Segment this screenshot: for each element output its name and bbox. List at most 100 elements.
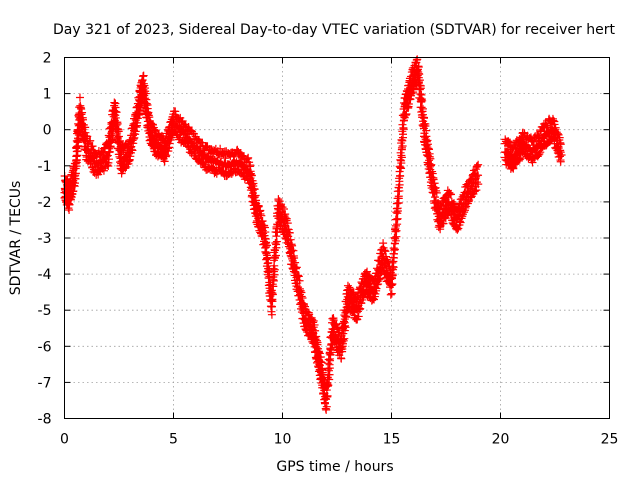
data-point <box>323 391 332 400</box>
data-point <box>388 258 397 267</box>
data-point <box>110 98 119 107</box>
x-tick-label: 0 <box>60 432 69 448</box>
data-point <box>99 166 108 175</box>
data-point <box>279 205 288 214</box>
x-tick-label: 25 <box>601 432 619 448</box>
data-point <box>247 171 256 180</box>
data-point <box>258 217 267 226</box>
data-point <box>387 289 396 298</box>
data-point <box>164 147 173 156</box>
data-point <box>78 108 87 117</box>
data-point <box>75 93 84 102</box>
data-point <box>262 241 271 250</box>
data-point <box>381 247 390 256</box>
data-point <box>445 188 454 197</box>
data-point <box>261 228 270 237</box>
data-point <box>112 108 121 117</box>
data-point <box>269 276 278 285</box>
data-point <box>474 171 483 180</box>
data-point <box>393 207 402 216</box>
data-point <box>272 237 281 246</box>
data-point <box>256 209 265 218</box>
data-point <box>296 286 305 295</box>
data-point <box>294 271 303 280</box>
data-point <box>398 142 407 151</box>
data-point <box>313 340 322 349</box>
data-point <box>104 155 113 164</box>
data-point <box>404 99 413 108</box>
data-point <box>297 292 306 301</box>
data-point <box>326 351 335 360</box>
data-point <box>271 239 280 248</box>
data-point <box>389 263 398 272</box>
data-point <box>265 272 274 281</box>
data-point <box>396 172 405 181</box>
data-point <box>416 84 425 93</box>
data-point <box>432 186 441 195</box>
data-point <box>432 188 441 197</box>
data-point <box>535 149 544 158</box>
x-tick-label: 20 <box>492 432 510 448</box>
data-point <box>556 157 565 166</box>
data-point <box>351 314 360 323</box>
data-point <box>340 334 349 343</box>
data-point <box>295 276 304 285</box>
data-point <box>456 218 465 227</box>
data-point <box>322 386 331 395</box>
data-point <box>133 118 142 127</box>
data-point <box>278 203 287 212</box>
data-point <box>260 221 269 230</box>
data-point <box>535 133 544 142</box>
data-point <box>550 120 559 129</box>
data-point <box>461 203 470 212</box>
data-point <box>472 172 481 181</box>
data-point <box>312 332 321 341</box>
data-point <box>139 71 148 80</box>
axis-ticks: 0 5 10 15 20 25 -8 -7 -6 -5 -4 -3 -2 -1 0 1 2 <box>38 51 619 448</box>
data-point <box>415 76 424 85</box>
data-point <box>282 214 291 223</box>
data-point <box>430 193 439 202</box>
data-point <box>397 143 406 152</box>
data-point <box>556 140 565 149</box>
data-point <box>88 142 97 151</box>
data-point <box>221 154 230 163</box>
data-point <box>250 185 259 194</box>
data-point <box>413 55 422 64</box>
data-point <box>291 264 300 273</box>
data-point <box>71 169 80 178</box>
data-point <box>474 180 483 189</box>
data-point <box>341 323 350 332</box>
data-point <box>180 128 189 137</box>
data-point <box>427 160 436 169</box>
data-point <box>77 110 86 119</box>
data-point <box>290 254 299 263</box>
data-point <box>65 200 74 209</box>
data-point <box>337 354 346 363</box>
data-point <box>426 154 435 163</box>
data-point <box>473 162 482 171</box>
data-point <box>254 202 263 211</box>
x-tick-label: 5 <box>169 432 178 448</box>
data-point <box>472 178 481 187</box>
y-tick-label: -5 <box>38 303 52 319</box>
data-point <box>263 253 272 262</box>
data-point <box>249 179 258 188</box>
data-point <box>78 115 87 124</box>
data-point <box>115 132 124 141</box>
data-point <box>324 381 333 390</box>
data-point <box>429 175 438 184</box>
data-point <box>142 99 151 108</box>
data-point <box>392 226 401 235</box>
data-point <box>549 116 558 125</box>
data-point <box>317 370 326 379</box>
data-point <box>244 153 253 162</box>
data-point <box>227 169 236 178</box>
data-point <box>145 113 154 122</box>
data-point <box>390 246 399 255</box>
data-point <box>447 190 456 199</box>
data-point <box>380 246 389 255</box>
y-tick-label: 1 <box>43 87 52 103</box>
data-point <box>460 208 469 217</box>
